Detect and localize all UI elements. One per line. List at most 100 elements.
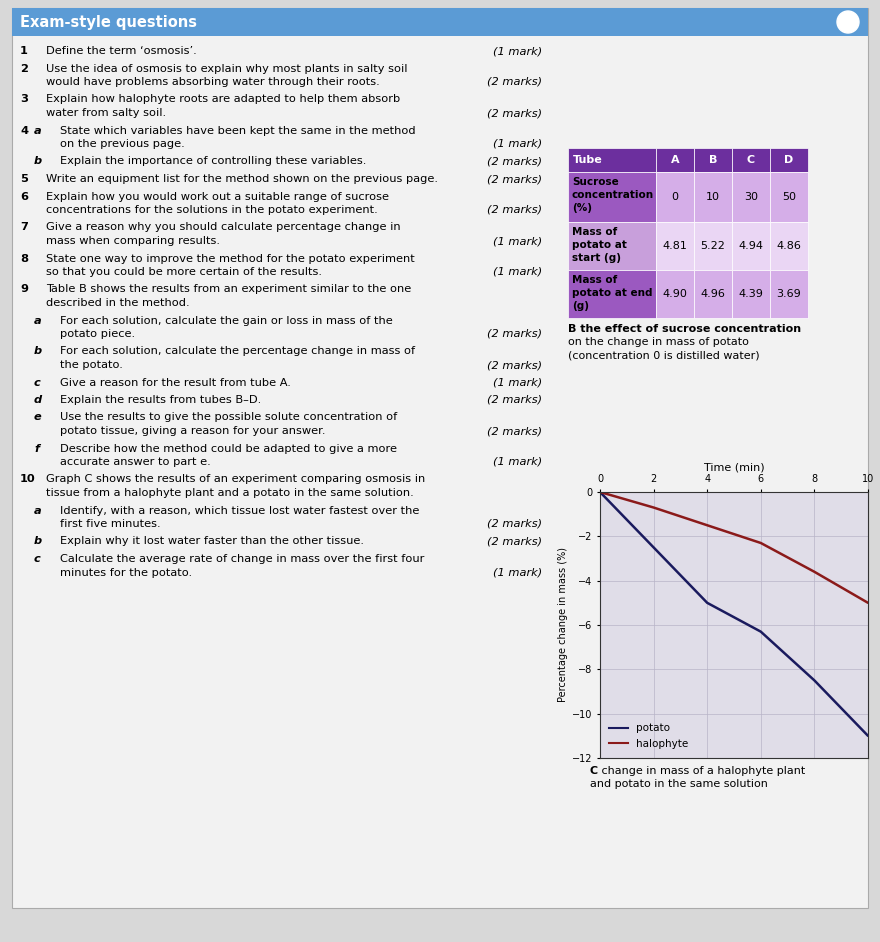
Text: For each solution, calculate the gain or loss in mass of the: For each solution, calculate the gain or… [60, 316, 392, 326]
Text: (1 mark): (1 mark) [493, 267, 542, 277]
Text: c: c [34, 378, 40, 387]
Text: C: C [747, 155, 755, 165]
Text: water from salty soil.: water from salty soil. [46, 108, 166, 118]
Text: e: e [34, 413, 41, 423]
Text: Explain why it lost water faster than the other tissue.: Explain why it lost water faster than th… [60, 537, 364, 546]
Text: 3.69: 3.69 [777, 289, 802, 299]
Text: (1 mark): (1 mark) [493, 457, 542, 467]
Text: change in mass of a halophyte plant: change in mass of a halophyte plant [598, 766, 805, 776]
Text: Explain the importance of controlling these variables.: Explain the importance of controlling th… [60, 156, 366, 167]
Text: 8: 8 [20, 253, 28, 264]
Text: potato piece.: potato piece. [60, 329, 136, 339]
Text: 50: 50 [782, 192, 796, 202]
Text: State which variables have been kept the same in the method: State which variables have been kept the… [60, 125, 415, 136]
Text: Table B shows the results from an experiment similar to the one: Table B shows the results from an experi… [46, 284, 411, 295]
Text: 30: 30 [744, 192, 758, 202]
Text: (1 mark): (1 mark) [493, 378, 542, 387]
Text: Define the term ‘osmosis’.: Define the term ‘osmosis’. [46, 46, 197, 56]
Text: 4.39: 4.39 [738, 289, 764, 299]
Text: potato tissue, giving a reason for your answer.: potato tissue, giving a reason for your … [60, 426, 326, 436]
Text: would have problems absorbing water through their roots.: would have problems absorbing water thro… [46, 77, 380, 87]
Text: B the effect of sucrose concentration: B the effect of sucrose concentration [568, 324, 801, 334]
Text: Tube: Tube [573, 155, 603, 165]
Text: 5: 5 [20, 174, 28, 184]
Text: (2 marks): (2 marks) [487, 156, 542, 167]
Text: on the previous page.: on the previous page. [60, 139, 185, 149]
Text: State one way to improve the method for the potato experiment: State one way to improve the method for … [46, 253, 414, 264]
Text: Exam-style questions: Exam-style questions [20, 14, 197, 29]
Bar [568, 148, 656, 172]
Text: Calculate the average rate of change in mass over the first four: Calculate the average rate of change in … [60, 554, 424, 564]
Text: concentrations for the solutions in the potato experiment.: concentrations for the solutions in the … [46, 205, 378, 215]
Bar [732, 148, 770, 172]
Text: (2 marks): (2 marks) [487, 77, 542, 87]
Bar [732, 222, 770, 270]
Text: 1: 1 [20, 46, 28, 56]
Text: Give a reason for the result from tube A.: Give a reason for the result from tube A… [60, 378, 291, 387]
Text: (g): (g) [572, 301, 589, 311]
Text: b: b [34, 347, 42, 356]
Text: (1 mark): (1 mark) [493, 567, 542, 577]
Bar [568, 270, 656, 318]
Text: B: B [708, 155, 717, 165]
Text: Explain how halophyte roots are adapted to help them absorb: Explain how halophyte roots are adapted … [46, 94, 400, 105]
Text: (%): (%) [572, 203, 592, 213]
Text: 2: 2 [20, 63, 28, 73]
Bar [12, 8, 868, 36]
Bar [732, 172, 770, 222]
Text: 4.96: 4.96 [700, 289, 725, 299]
Bar [568, 172, 656, 222]
Text: minutes for the potato.: minutes for the potato. [60, 567, 192, 577]
Text: Use the idea of osmosis to explain why most plants in salty soil: Use the idea of osmosis to explain why m… [46, 63, 407, 73]
Text: d: d [34, 395, 42, 405]
Text: accurate answer to part e.: accurate answer to part e. [60, 457, 210, 467]
Text: Explain the results from tubes B–D.: Explain the results from tubes B–D. [60, 395, 261, 405]
Text: 6: 6 [20, 191, 28, 202]
Text: 4.81: 4.81 [663, 241, 687, 251]
Text: tissue from a halophyte plant and a potato in the same solution.: tissue from a halophyte plant and a pota… [46, 488, 414, 498]
Text: (2 marks): (2 marks) [487, 108, 542, 118]
Text: Mass of: Mass of [572, 227, 617, 237]
Bar [656, 270, 694, 318]
Text: Give a reason why you should calculate percentage change in: Give a reason why you should calculate p… [46, 222, 400, 233]
Bar [770, 270, 808, 318]
Text: Write an equipment list for the method shown on the previous page.: Write an equipment list for the method s… [46, 174, 438, 184]
Text: potato at end: potato at end [572, 288, 652, 298]
Text: mass when comparing results.: mass when comparing results. [46, 236, 220, 246]
Text: 0: 0 [671, 192, 678, 202]
Text: Sucrose: Sucrose [572, 177, 619, 187]
Bar [694, 148, 732, 172]
Bar [770, 148, 808, 172]
Bar [656, 172, 694, 222]
Bar [732, 270, 770, 318]
Text: Describe how the method could be adapted to give a more: Describe how the method could be adapted… [60, 444, 397, 453]
Text: Mass of: Mass of [572, 275, 617, 285]
Text: b: b [34, 156, 42, 167]
Text: the potato.: the potato. [60, 360, 123, 370]
Text: (2 marks): (2 marks) [487, 426, 542, 436]
Text: Identify, with a reason, which tissue lost water fastest over the: Identify, with a reason, which tissue lo… [60, 506, 420, 515]
Text: 4.94: 4.94 [738, 241, 764, 251]
Text: a: a [34, 506, 41, 515]
Y-axis label: Percentage change in mass (%): Percentage change in mass (%) [558, 547, 568, 703]
Text: (1 mark): (1 mark) [493, 139, 542, 149]
Text: C: C [590, 766, 598, 776]
Text: Use the results to give the possible solute concentration of: Use the results to give the possible sol… [60, 413, 397, 423]
Text: first five minutes.: first five minutes. [60, 519, 161, 529]
Bar [770, 172, 808, 222]
Text: (1 mark): (1 mark) [493, 46, 542, 56]
Text: potato at: potato at [572, 240, 627, 250]
X-axis label: Time (min): Time (min) [704, 463, 765, 472]
Text: For each solution, calculate the percentage change in mass of: For each solution, calculate the percent… [60, 347, 415, 356]
Text: 4: 4 [20, 125, 28, 136]
Text: 4.90: 4.90 [663, 289, 687, 299]
Text: (2 marks): (2 marks) [487, 329, 542, 339]
Text: so that you could be more certain of the results.: so that you could be more certain of the… [46, 267, 322, 277]
Bar [568, 222, 656, 270]
Text: 5.22: 5.22 [700, 241, 725, 251]
Text: on the change in mass of potato: on the change in mass of potato [568, 337, 749, 347]
Text: 10: 10 [706, 192, 720, 202]
Bar [656, 222, 694, 270]
Text: (2 marks): (2 marks) [487, 537, 542, 546]
Text: and potato in the same solution: and potato in the same solution [590, 779, 768, 789]
